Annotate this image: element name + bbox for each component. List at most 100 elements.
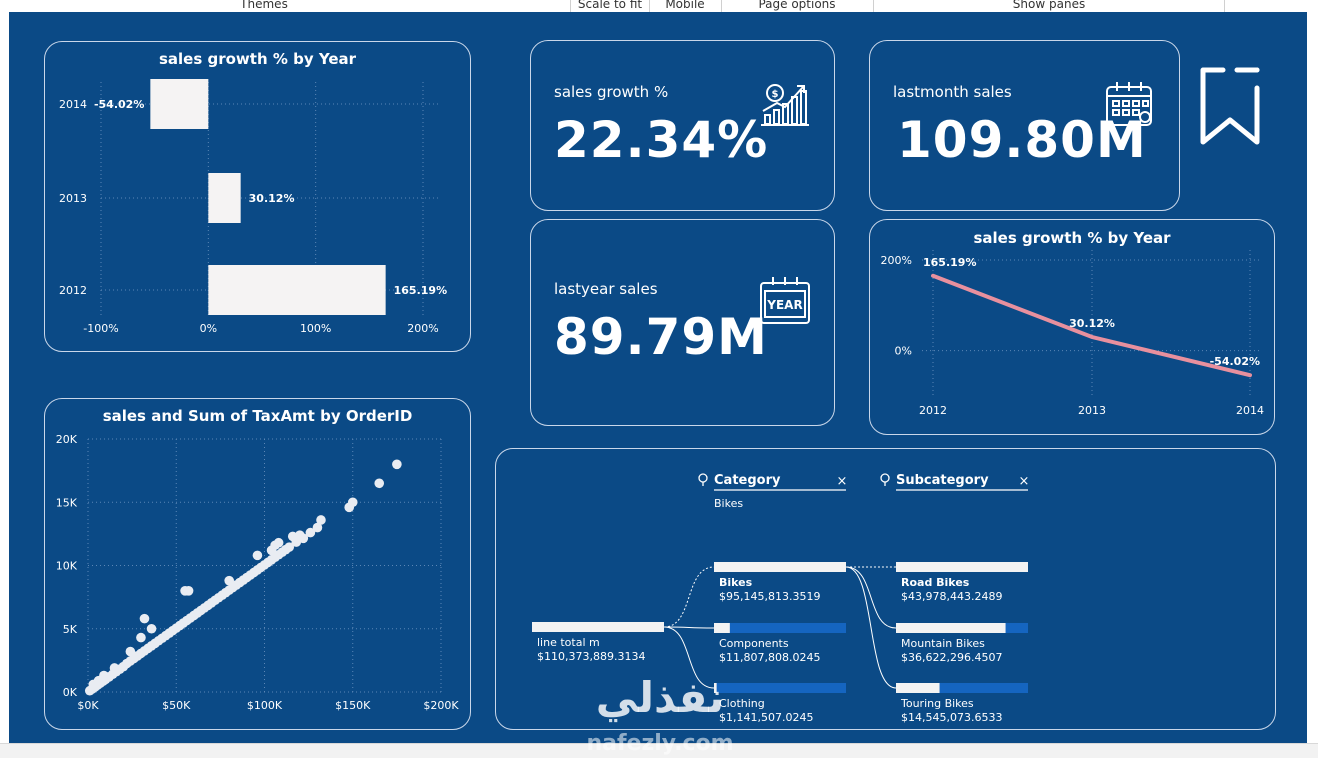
- tree-node-value: $95,145,813.3519: [719, 590, 820, 603]
- bar-x-tick: 100%: [300, 322, 331, 335]
- toolbar-separator: [570, 0, 571, 12]
- scatter-point[interactable]: [125, 646, 136, 657]
- lightbulb-icon: [698, 473, 708, 483]
- scatter-point[interactable]: [392, 459, 402, 470]
- bar-y-tick: 2013: [59, 192, 87, 205]
- scatter-x-tick: $150K: [335, 699, 371, 712]
- tree-node-bar-fill: [896, 623, 1006, 633]
- tree-node-name: Mountain Bikes: [901, 637, 985, 650]
- scatter-point[interactable]: [183, 586, 194, 596]
- kpi-card-sales-growth[interactable]: sales growth % 22.34% $: [530, 40, 835, 211]
- bar-x-tick: -100%: [83, 322, 118, 335]
- scatter-point[interactable]: [146, 623, 157, 634]
- scatter-chart-title: sales and Sum of TaxAmt by OrderID: [102, 407, 413, 425]
- scatter-point[interactable]: [252, 550, 263, 561]
- scatter-y-tick: 10K: [56, 560, 78, 573]
- tree-node-bar-fill: [714, 623, 730, 633]
- kpi-card-lastmonth-sales[interactable]: lastmonth sales 109.80M: [869, 40, 1180, 211]
- bar-2014[interactable]: [150, 79, 209, 129]
- scatter-point[interactable]: [99, 670, 109, 681]
- line-chart-card[interactable]: sales growth % by Year 200% 0% 2012 165.19%…: [869, 219, 1275, 435]
- bar-2012[interactable]: [208, 265, 386, 315]
- bar-x-tick: 200%: [407, 322, 438, 335]
- year-calendar-icon: YEAR: [760, 277, 810, 324]
- tree-node-subcategory[interactable]: Road Bikes$43,978,443.2489: [896, 562, 1028, 603]
- tree-node-name: Touring Bikes: [900, 697, 974, 710]
- scale-to-fit-menu[interactable]: Scale to fit: [577, 0, 643, 11]
- scatter-x-tick: $200K: [423, 699, 459, 712]
- scatter-point[interactable]: [136, 632, 146, 643]
- lightbulb-icon: [880, 473, 890, 483]
- tree-connector: [663, 566, 715, 628]
- line-chart-title: sales growth % by Year: [973, 229, 1171, 247]
- scatter-point[interactable]: [347, 497, 358, 508]
- close-icon[interactable]: ×: [1019, 474, 1030, 489]
- tree-node-root[interactable]: line total m$110,373,889.3134: [532, 622, 664, 663]
- tree-node-name: Road Bikes: [901, 576, 970, 589]
- tree-node-value: $110,373,889.3134: [537, 650, 645, 663]
- tree-node-name: line total m: [537, 636, 600, 649]
- kpi-card-lastyear-sales[interactable]: lastyear sales 89.79M YEAR: [530, 219, 835, 426]
- line-x-tick: 2012: [919, 404, 947, 417]
- tree-node-name: Components: [719, 637, 789, 650]
- tree-node-bar-fill: [896, 683, 940, 693]
- page-options-menu[interactable]: Page options: [758, 0, 836, 11]
- svg-text:$: $: [772, 89, 779, 100]
- scatter-chart-card[interactable]: sales and Sum of TaxAmt by OrderID $0K $5…: [44, 398, 471, 730]
- tree-header-subcategory[interactable]: Subcategory ×: [880, 473, 1030, 491]
- tree-node-value: $14,545,073.6533: [901, 711, 1002, 724]
- scatter-point[interactable]: [109, 663, 120, 673]
- kpi-value: 89.79M: [554, 308, 768, 366]
- kpi-label: sales growth %: [554, 83, 669, 101]
- scatter-point[interactable]: [374, 478, 385, 489]
- decomposition-tree-card[interactable]: Category × Bikes Subcategory × line total m $1…: [495, 448, 1276, 730]
- page-tabs-strip: [0, 743, 1318, 758]
- view-toolbar: Themes Scale to fit Mobile Page options …: [0, 0, 1318, 12]
- tree-node-subcategory[interactable]: Touring Bikes$14,545,073.6533: [896, 683, 1028, 724]
- bar-chart-title: sales growth % by Year: [158, 50, 357, 68]
- scatter-y-tick: 5K: [63, 623, 78, 636]
- tree-header-selection: Bikes: [714, 497, 743, 510]
- tree-node-bar-fill: [532, 622, 664, 632]
- bar-data-label: 30.12%: [249, 192, 295, 205]
- tree-node-category[interactable]: Components$11,807,808.0245: [714, 623, 846, 664]
- line-chart: 200% 0% 2012 165.19% 2013 30.12% 2014 -54.02%: [881, 250, 1264, 417]
- tree-node-bar-fill: [714, 683, 717, 693]
- bookmark-icon[interactable]: [1197, 64, 1263, 150]
- tree-node-bar-fill: [896, 562, 1028, 572]
- tree-node-bar-track: [714, 683, 846, 693]
- tree-node-category[interactable]: Bikes$95,145,813.3519: [714, 562, 846, 603]
- bar-chart-card[interactable]: sales growth % by Year -100% 0% 100% 200% 20…: [44, 41, 471, 352]
- scatter-point[interactable]: [316, 515, 326, 525]
- scatter-point[interactable]: [273, 537, 284, 548]
- scatter-point[interactable]: [284, 542, 295, 552]
- tree-node-value: $11,807,808.0245: [719, 651, 820, 664]
- bar-y-tick: 2014: [59, 98, 87, 111]
- bar-y-tick: 2012: [59, 284, 87, 297]
- scatter-point[interactable]: [139, 613, 150, 624]
- themes-menu[interactable]: Themes: [240, 0, 288, 11]
- toolbar-separator: [649, 0, 650, 12]
- tree-node-name: Bikes: [719, 576, 753, 589]
- tree-node-bar-track: [714, 623, 846, 633]
- tree-node-subcategory[interactable]: Mountain Bikes$36,622,296.4507: [896, 623, 1028, 664]
- close-icon[interactable]: ×: [837, 474, 848, 489]
- scatter-chart: $0K $50K $100K $150K $200K 0K 5K 10K 15K 20K: [56, 433, 460, 712]
- scatter-point[interactable]: [305, 527, 316, 538]
- scatter-point[interactable]: [224, 575, 234, 586]
- show-panes-menu[interactable]: Show panes: [1012, 0, 1086, 11]
- tree-connector: [663, 626, 715, 629]
- tree-header-title: Subcategory: [896, 473, 989, 488]
- tree-header-category[interactable]: Category × Bikes: [698, 473, 848, 510]
- scatter-y-tick: 15K: [56, 496, 78, 509]
- bar-2013[interactable]: [208, 173, 241, 223]
- mobile-menu[interactable]: Mobile: [665, 0, 705, 11]
- growth-chart-icon: $: [761, 84, 809, 126]
- scatter-point[interactable]: [295, 530, 305, 540]
- calendar-icon: [1106, 82, 1152, 126]
- line-series[interactable]: [931, 273, 1252, 378]
- scatter-point[interactable]: [312, 522, 323, 533]
- tree-node-value: $1,141,507.0245: [719, 711, 813, 724]
- tree-node-category[interactable]: Clothing$1,141,507.0245: [714, 683, 846, 724]
